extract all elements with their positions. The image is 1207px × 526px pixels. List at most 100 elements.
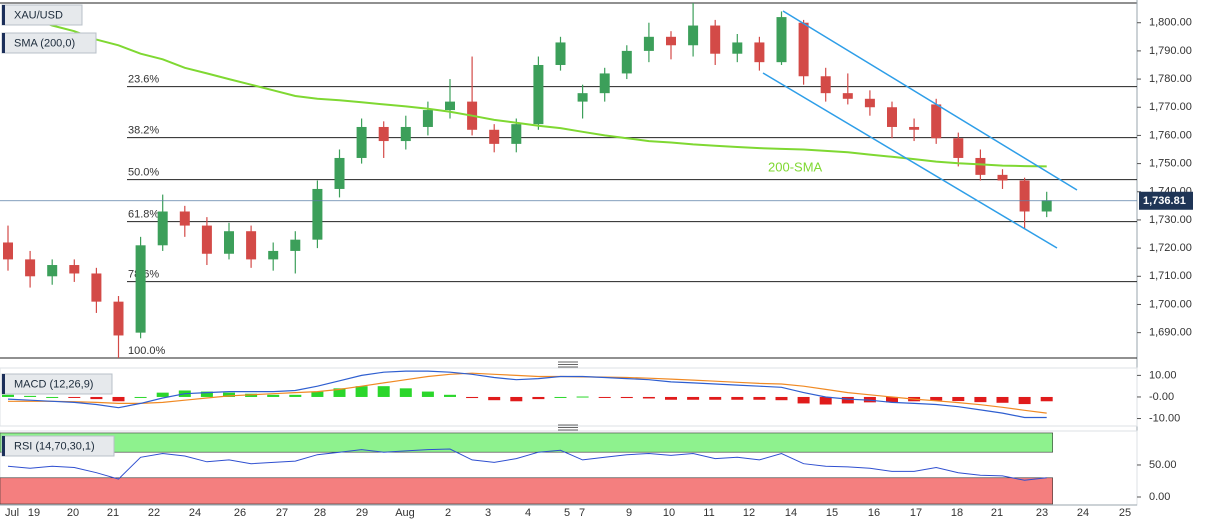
candle-body [489,129,500,144]
legend-marker [2,5,5,25]
histogram-bar [819,396,832,405]
legend-sma: SMA (200,0) [14,37,75,49]
x-tick-label: 17 [910,507,922,519]
fib-label: 50.0% [128,167,159,179]
x-tick-label: 9 [626,507,632,519]
histogram-bar [267,394,280,397]
x-tick-label: 11 [703,507,714,519]
channel-lower-line [762,72,1058,249]
histogram-bar [24,395,37,397]
candle-body [268,250,279,260]
histogram-bar [377,386,390,397]
histogram-bar [952,396,965,402]
histogram-bar [156,392,169,397]
candle-body [135,245,146,333]
x-tick-label: 3 [485,507,491,519]
y-tick-label: 1,710.00 [1149,270,1192,282]
x-tick-label: 5 [564,507,570,519]
plot-area: 23.6%38.2%50.0%61.8%78.6%100.0% [0,3,1141,505]
fib-label: 38.2% [128,125,159,137]
histogram-bar [466,396,479,399]
histogram-bar [444,394,456,397]
y-tick-label: 1,720.00 [1149,242,1192,254]
x-tick-label: 21 [107,507,119,519]
candle-body [224,231,234,254]
x-tick-label: 12 [743,507,755,519]
x-tick-label: 2 [445,507,451,519]
sma-line [7,7,1047,168]
x-tick-label: 26 [234,507,246,519]
histogram-bar [665,396,677,400]
histogram-bar [930,396,943,401]
histogram-bar [2,394,14,397]
candle-body [91,273,102,302]
candle-body [378,126,389,142]
histogram-bar [532,396,545,400]
legend-marker [2,374,5,394]
candle-body [754,42,765,63]
candle-body [533,64,544,125]
histogram-bar [1018,396,1031,405]
x-tick-label: 24 [189,507,201,519]
candle-body [334,157,345,189]
y-tick-label: 0.00 [1149,491,1170,503]
x-tick-label: 28 [314,507,326,519]
histogram-bar [731,396,744,400]
histogram-bar [709,396,722,400]
x-tick-label: 25 [1119,507,1131,519]
x-tick-label: 14 [785,507,797,519]
candle-body [864,98,875,108]
legend-title: XAU/USD [14,9,63,21]
x-tick-label: Aug [395,507,415,519]
x-tick-label: 16 [868,507,880,519]
legend-marker [2,436,5,456]
y-tick-label: 1,800.00 [1149,17,1192,29]
overbought-band [0,432,1053,453]
candle-body [400,126,411,142]
candle-body [732,42,743,54]
histogram-bar [289,394,302,397]
histogram-bar [974,396,987,403]
macd-line [7,370,1047,419]
signal-line [8,372,1047,414]
x-tick-label: 18 [951,507,963,519]
histogram-bar [223,392,235,397]
histogram-bar [620,396,633,399]
x-tick-label: 29 [356,507,368,519]
histogram-bar [576,396,589,398]
x-tick-label: Jul [5,507,19,519]
candle-body [290,239,301,251]
y-tick-label: 1,790.00 [1149,45,1192,57]
histogram-bar [200,391,213,397]
histogram-bar [598,396,611,398]
last-price-box [1139,191,1193,210]
histogram-bar [112,396,125,402]
candle-body [1019,180,1030,212]
x-tick-label: 20 [67,507,79,519]
x-tick-label: 23 [1036,507,1048,519]
candle-body [621,50,632,74]
candle-body [47,265,58,277]
legend-macd: MACD (12,26,9) [14,378,93,390]
rsi-line [7,448,1047,481]
candle-body [599,73,610,94]
histogram-bar [134,396,147,398]
candle-body [555,42,566,65]
histogram-bar [68,396,81,398]
histogram-bar [1040,396,1053,402]
candle-body [246,231,257,260]
candle-body [887,107,897,127]
histogram-bar [554,396,567,398]
legend-rsi: RSI (14,70,30,1) [14,440,95,452]
y-tick-label: 50.00 [1149,459,1177,471]
histogram-bar [488,396,501,401]
legend-marker [2,33,5,53]
channel-upper-line [782,10,1078,191]
histogram-bar [90,396,103,400]
y-tick-label: -0.00 [1149,391,1174,403]
candle-body [643,36,654,51]
x-tick-label: 7 [579,507,585,519]
oversold-band [0,477,1053,505]
histogram-bar [421,391,434,397]
